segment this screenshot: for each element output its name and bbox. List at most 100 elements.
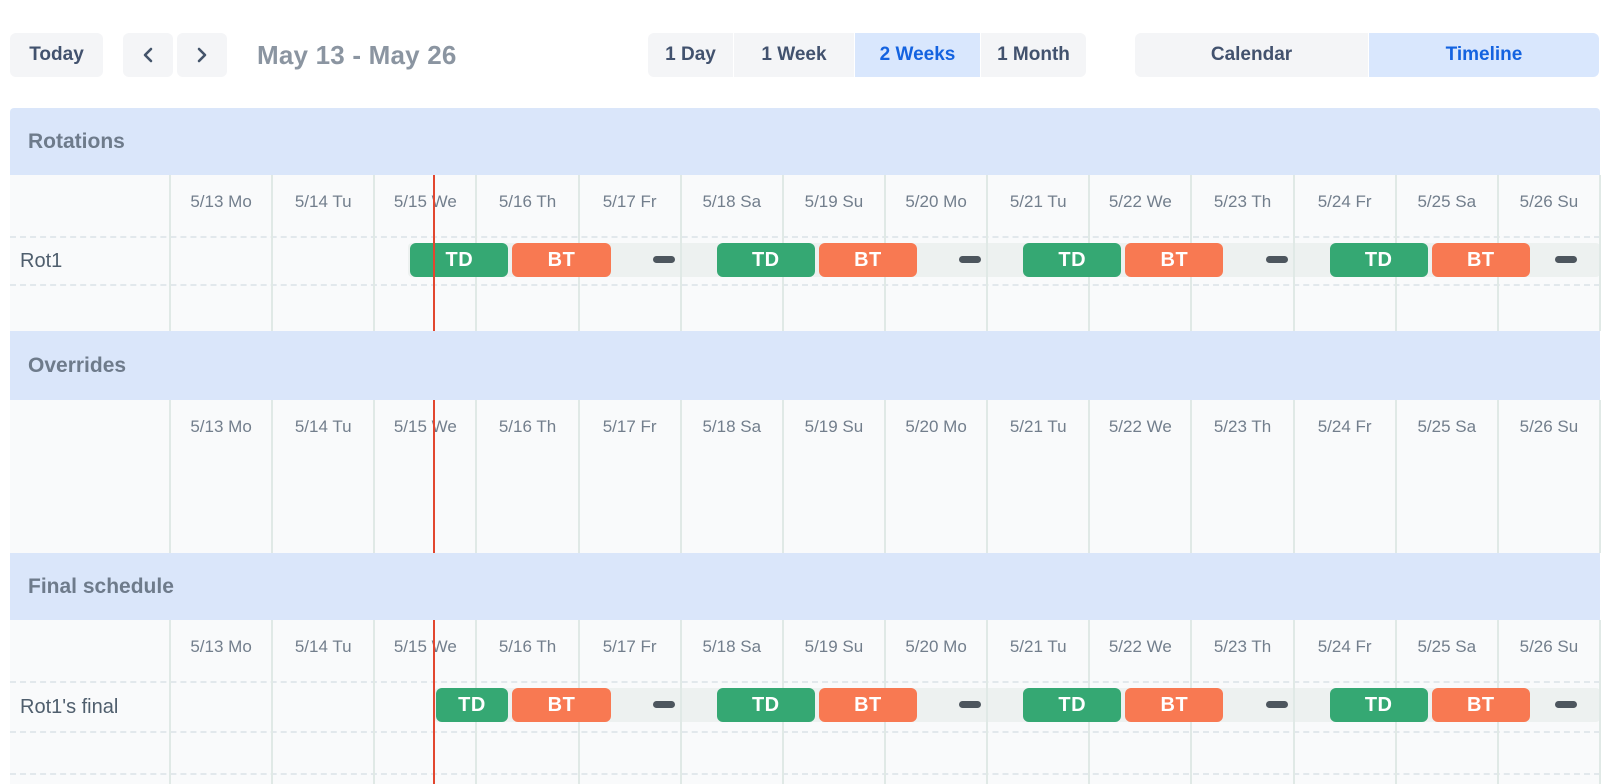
shift-bar-td[interactable]: TD	[1023, 243, 1122, 277]
day-header-cell: 5/23 Th	[1213, 637, 1272, 656]
grid-column-line	[373, 175, 376, 331]
now-line	[432, 175, 435, 331]
grid-column-line	[373, 620, 376, 784]
mode-option-timeline[interactable]: Timeline	[1369, 33, 1599, 77]
day-header-cell: 5/20 Mo	[905, 417, 967, 436]
section-header-rotations: Rotations	[10, 108, 1600, 175]
grid-column-line	[1599, 175, 1601, 331]
day-header-cell: 5/21 Tu	[1009, 417, 1067, 436]
prev-button[interactable]	[123, 33, 173, 77]
day-header-cell: 5/17 Fr	[602, 637, 657, 656]
gap-dash-icon	[959, 701, 982, 708]
grid-column-line	[169, 620, 171, 784]
day-header-cell: 5/20 Mo	[905, 192, 967, 211]
gap-dash-icon	[1265, 701, 1288, 708]
grid-column-line	[1190, 400, 1193, 553]
grid-column-line	[1394, 400, 1397, 553]
day-header-cell: 5/26 Su	[1519, 417, 1579, 436]
gap-dash-icon	[652, 256, 675, 263]
day-header-cell: 5/19 Su	[804, 417, 864, 436]
grid-column-line	[986, 175, 989, 331]
grid-column-line	[271, 175, 274, 331]
grid-column-line	[986, 400, 989, 553]
shift-bar-td[interactable]: TD	[1329, 688, 1428, 722]
grid-column-line	[577, 400, 580, 553]
shift-bar-bt[interactable]: BT	[818, 688, 917, 722]
day-header-cell: 5/22 We	[1108, 637, 1172, 656]
shift-bar-bt[interactable]: BT	[1431, 243, 1530, 277]
shift-bar-td[interactable]: TD	[716, 688, 815, 722]
chevron-left-icon	[143, 47, 153, 63]
row-label: Rot1	[20, 249, 63, 272]
day-header-cell: 5/25 Sa	[1417, 637, 1477, 656]
day-header-cell: 5/16 Th	[498, 637, 557, 656]
day-header-cell: 5/16 Th	[498, 417, 557, 436]
day-header-cell: 5/24 Fr	[1317, 637, 1372, 656]
view-option-1-week[interactable]: 1 Week	[734, 33, 854, 77]
day-header-cell: 5/21 Tu	[1009, 192, 1067, 211]
day-header-cell: 5/14 Tu	[294, 417, 352, 436]
day-header-cell: 5/19 Su	[804, 192, 864, 211]
grid-column-line	[271, 400, 274, 553]
grid-column-line	[884, 400, 886, 553]
day-header-cell: 5/15 We	[393, 417, 457, 436]
day-header-cell: 5/16 Th	[498, 192, 557, 211]
shift-bar-bt[interactable]: BT	[1125, 243, 1224, 277]
day-header-cell: 5/26 Su	[1519, 637, 1579, 656]
grid-column-line	[373, 400, 376, 553]
grid-column-line	[1292, 175, 1295, 331]
shift-bar-bt[interactable]: BT	[818, 243, 917, 277]
row-divider	[10, 284, 1600, 286]
shift-bar-td[interactable]: TD	[435, 688, 509, 722]
shift-bar-bt[interactable]: BT	[1125, 688, 1224, 722]
view-switcher: 1 Day 1 Week 2 Weeks 1 Month	[648, 33, 1086, 77]
grid-column-line	[679, 400, 682, 553]
mode-option-calendar[interactable]: Calendar	[1135, 33, 1368, 77]
grid-column-line	[271, 620, 274, 784]
gap-dash-icon	[1265, 256, 1288, 263]
day-header-cell: 5/24 Fr	[1317, 192, 1372, 211]
view-option-1-month[interactable]: 1 Month	[981, 33, 1086, 77]
row-divider	[10, 731, 1600, 733]
shift-bar-td[interactable]: TD	[716, 243, 815, 277]
mode-switcher: Calendar Timeline	[1135, 33, 1599, 77]
view-option-2-weeks[interactable]: 2 Weeks	[855, 33, 980, 77]
now-line	[432, 620, 435, 784]
grid-column-line	[1292, 620, 1295, 784]
shift-bar-bt[interactable]: BT	[512, 243, 611, 277]
gap-dash-icon	[652, 701, 675, 708]
section-header-overrides: Overrides	[10, 331, 1600, 400]
day-header-cell: 5/18 Sa	[702, 417, 762, 436]
next-button[interactable]	[177, 33, 227, 77]
shift-bar-bt[interactable]: BT	[512, 688, 611, 722]
day-header-cell: 5/23 Th	[1213, 417, 1272, 436]
day-header-cell: 5/23 Th	[1213, 192, 1272, 211]
day-header-cell: 5/21 Tu	[1009, 637, 1067, 656]
day-header-cell: 5/14 Tu	[294, 637, 352, 656]
date-range-title: May 13 - May 26	[257, 39, 457, 70]
today-button[interactable]: Today	[10, 33, 103, 77]
day-header-cell: 5/22 We	[1108, 417, 1172, 436]
shift-bar-td[interactable]: TD	[1329, 243, 1428, 277]
grid-column-line	[1599, 620, 1601, 784]
section-header-final-schedule: Final schedule	[10, 553, 1600, 620]
day-header-cell: 5/15 We	[393, 192, 457, 211]
day-header-cell: 5/19 Su	[804, 637, 864, 656]
day-header-cell: 5/20 Mo	[905, 637, 967, 656]
gap-dash-icon	[959, 256, 982, 263]
day-header-cell: 5/25 Sa	[1417, 417, 1477, 436]
view-option-1-day[interactable]: 1 Day	[648, 33, 733, 77]
row-divider	[10, 681, 1600, 683]
shift-bar-td[interactable]: TD	[1023, 688, 1122, 722]
day-header-cell: 5/17 Fr	[602, 192, 657, 211]
grid-column-line	[986, 620, 989, 784]
row-divider	[10, 773, 1600, 775]
day-header-cell: 5/13 Mo	[190, 192, 252, 211]
day-header-cell: 5/18 Sa	[702, 637, 762, 656]
grid-column-line	[1496, 400, 1499, 553]
grid-column-line	[679, 175, 682, 331]
shift-bar-bt[interactable]: BT	[1431, 688, 1530, 722]
day-header-cell: 5/26 Su	[1519, 192, 1579, 211]
shift-bar-td[interactable]: TD	[410, 243, 509, 277]
